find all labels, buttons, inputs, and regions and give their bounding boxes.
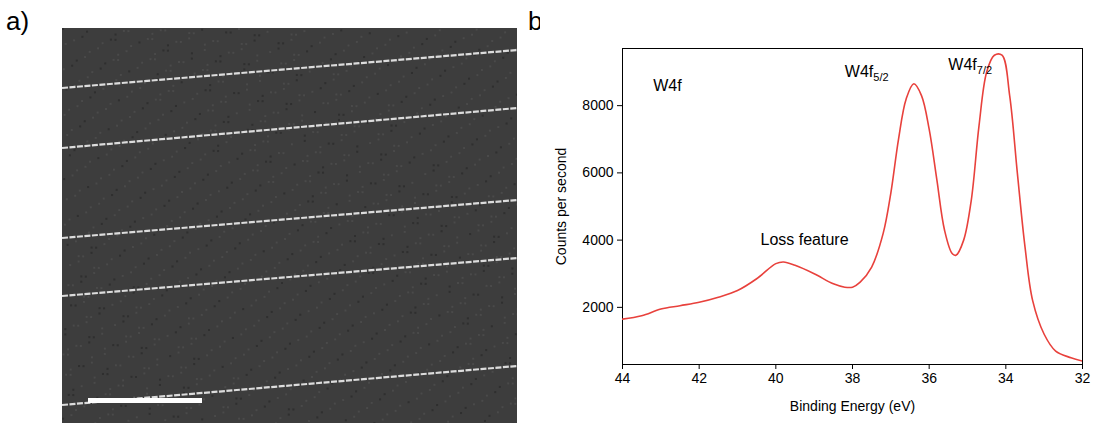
svg-text:Loss feature: Loss feature [761, 231, 849, 248]
svg-text:32: 32 [1075, 370, 1091, 386]
svg-text:8000: 8000 [582, 97, 613, 113]
svg-text:44: 44 [615, 370, 631, 386]
svg-text:42: 42 [691, 370, 707, 386]
svg-text:Binding Energy (eV): Binding Energy (eV) [790, 398, 915, 414]
svg-text:38: 38 [845, 370, 861, 386]
svg-text:6000: 6000 [582, 164, 613, 180]
svg-text:Counts per second: Counts per second [553, 148, 569, 266]
svg-text:W4f5/2: W4f5/2 [845, 63, 889, 83]
svg-text:W4f: W4f [653, 77, 682, 94]
svg-text:40: 40 [768, 370, 784, 386]
html-text:a): a) [6, 6, 30, 36]
svg-text:4000: 4000 [582, 232, 613, 248]
svg-text:2000: 2000 [582, 299, 613, 315]
svg-text:W4f7/2: W4f7/2 [948, 56, 992, 76]
svg-text:34: 34 [998, 370, 1014, 386]
html-text:b): b) [528, 6, 552, 36]
svg-text:36: 36 [921, 370, 937, 386]
